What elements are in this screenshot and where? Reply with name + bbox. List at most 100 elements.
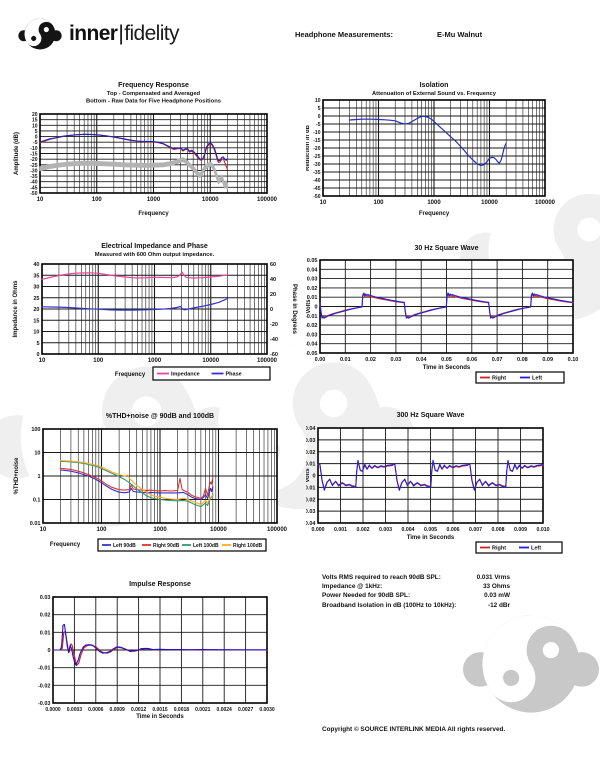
svg-text:100000: 100000 [535,200,556,206]
y-axis-label: Amplitude (dB) [14,132,20,175]
legend-label: Right [492,546,506,552]
svg-text:30: 30 [33,285,39,291]
thd-noise-chart: 100 10 1 0.1 0.01 10 100 1000 10000 100000 %THD+no… [10,403,302,563]
svg-text:0.008: 0.008 [492,527,505,533]
svg-text:0.006: 0.006 [447,527,460,533]
svg-text:-0.01: -0.01 [38,666,51,672]
y-axis-label: %THD+noise [14,457,20,495]
svg-text:-45: -45 [30,185,37,191]
x-axis-label: Frequency [115,372,146,378]
svg-text:-25: -25 [313,154,320,160]
svg-text:0.0024: 0.0024 [217,707,233,713]
x-axis-label: Time in Seconds [136,714,184,720]
svg-text:100: 100 [92,197,103,203]
svg-text:0.0021: 0.0021 [195,707,211,713]
x-axis-label: Frequency [138,211,169,217]
svg-text:-25: -25 [30,163,37,169]
stat-value: 33 Ohms [483,583,510,591]
svg-text:15: 15 [32,118,38,124]
svg-text:10000: 10000 [210,527,227,533]
svg-text:0.01: 0.01 [40,630,51,636]
svg-text:-20: -20 [313,146,320,152]
svg-text:0.02: 0.02 [40,613,51,619]
svg-text:100000: 100000 [267,527,288,533]
svg-text:35: 35 [33,273,39,279]
svg-text:-35: -35 [313,170,320,176]
svg-text:-40: -40 [313,178,320,184]
svg-text:10: 10 [34,451,40,457]
svg-text:0.0015: 0.0015 [152,707,168,713]
x-axis-label: Time in Seconds [423,365,471,371]
x-axis-label: Frequency [50,542,81,548]
svg-text:0.003: 0.003 [379,527,392,533]
y-axis-label: Impedance in Ohms [13,280,19,338]
svg-text:0: 0 [270,307,273,313]
chart-title: %THD+noise @ 90dB and 100dB [106,413,214,420]
svg-text:-15: -15 [30,152,37,158]
svg-text:1000: 1000 [427,200,441,206]
impulse-response-chart: 0.03 0.02 0.01 0 -0.01 -0.02 -0.03 0.0000 0.0003… [10,570,310,735]
svg-text:0.05: 0.05 [441,357,452,363]
svg-text:0.0006: 0.0006 [88,707,104,713]
svg-text:10: 10 [32,123,38,129]
svg-text:-30: -30 [313,162,320,168]
svg-text:0.0000: 0.0000 [45,707,61,713]
svg-text:0.02: 0.02 [306,450,316,456]
svg-text:10: 10 [37,197,44,203]
legend-label: Left [532,376,542,382]
svg-text:0.03: 0.03 [40,595,51,601]
stat-row-impedance: Impedance @ 1kHz: 33 Ohms [322,582,510,591]
legend-label: Right [492,376,506,382]
svg-text:-20: -20 [30,157,37,163]
brand-inner: inner [69,22,118,45]
svg-text:0.01: 0.01 [306,462,316,468]
svg-text:-5: -5 [316,122,321,128]
y2-axis-label: Phase in Degrees [291,284,297,335]
svg-text:-0.03: -0.03 [306,509,316,515]
svg-text:15: 15 [33,318,39,324]
chart-subtitle: Top - Compensated and Averaged [107,91,201,97]
legend-label: Right 100dB [233,543,263,549]
svg-text:-0.02: -0.02 [306,323,318,329]
stat-label: Power Needed for 90dB SPL: [322,592,411,600]
stat-row-isolation: Broadband Isolation in dB (100Hz to 10kH… [322,601,510,610]
brand-separator: | [118,22,124,45]
svg-text:0.03: 0.03 [391,357,402,363]
series-left-compensated [39,133,228,162]
chart-title: 300 Hz Square Wave [397,412,465,419]
svg-text:0: 0 [312,474,315,480]
series-raw-data-five-positions- [39,157,229,187]
svg-text:-0.02: -0.02 [38,683,51,689]
chart-title: Frequency Response [118,82,189,89]
svg-text:0.005: 0.005 [424,527,437,533]
svg-text:0.00: 0.00 [315,357,326,363]
stat-row-volts: Volts RMS required to reach 90dB SPL: 0.… [322,573,510,582]
chart-subtitle: Bottom - Raw Data for Five Headphone Pos… [86,99,221,105]
svg-text:5: 5 [318,106,321,112]
svg-text:10: 10 [320,200,327,206]
series-left [52,623,268,666]
x-axis-label: Frequency [419,211,450,217]
svg-text:-20: -20 [270,322,278,328]
svg-text:0.001: 0.001 [334,527,347,533]
square-wave-30hz-chart: 0.05 0.04 0.03 0.02 0.01 0 -0.01 -0.02 -0.03 -0.0… [305,238,594,395]
isolation-chart: 10 5 0 -5 -10 -15 -20 -25 -30 -35 -40 -45 -50 10 100 10… [305,78,592,220]
impulse-response-plot: 0.03 0.02 0.01 0 -0.01 -0.02 -0.030.0000 0.0003… [38,581,275,720]
stat-value: 0.03 mW [484,592,510,600]
svg-text:0.02: 0.02 [307,286,318,292]
chart-subtitle: Measured with 600 Ohm output impedance. [95,252,215,258]
frequency-response-chart: 20 15 10 5 0 -5 -10 -15 -20 -25 -30 -35 -40 -45 -50 10 1… [10,78,295,220]
svg-text:-50: -50 [30,191,37,197]
svg-text:0.10: 0.10 [568,357,579,363]
svg-text:0.002: 0.002 [357,527,370,533]
yin-yang-logo-icon [18,12,62,56]
svg-text:5: 5 [36,341,39,347]
svg-text:-5: -5 [33,140,38,146]
svg-text:-0.04: -0.04 [306,521,316,527]
svg-text:0: 0 [318,114,321,120]
svg-text:100: 100 [373,200,384,206]
stat-label: Volts RMS required to reach 90dB SPL: [322,574,441,581]
svg-text:0.0018: 0.0018 [174,707,190,713]
